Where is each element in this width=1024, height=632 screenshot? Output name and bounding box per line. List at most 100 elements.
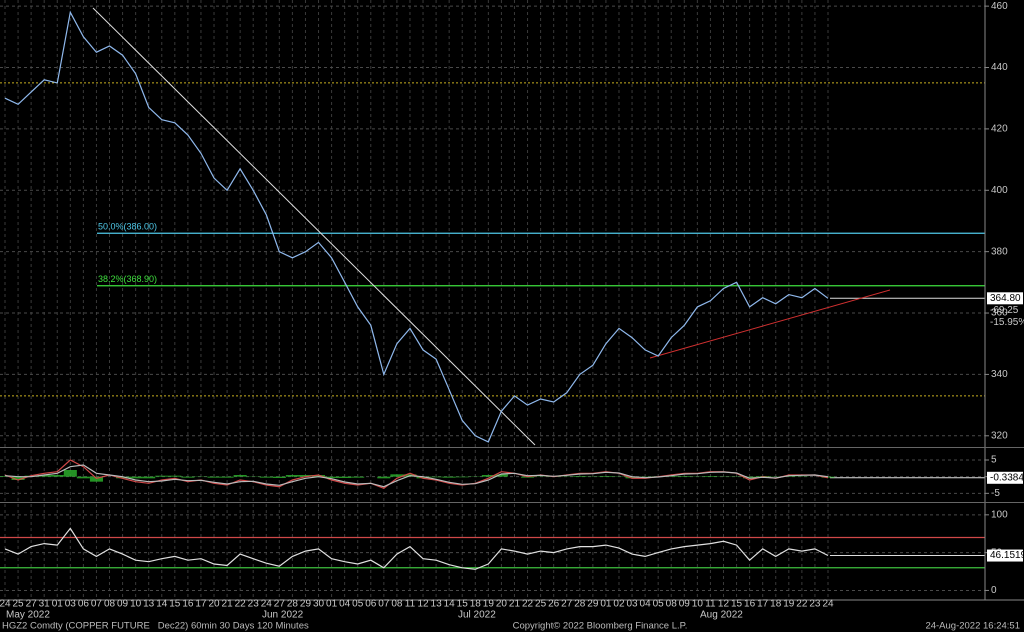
x-tick-label: 30: [313, 599, 325, 610]
x-tick-label: 21: [222, 599, 234, 610]
histogram-bar: [272, 476, 286, 478]
x-tick-label: 25: [535, 599, 547, 610]
x-tick-label: 09: [117, 599, 129, 610]
histogram-bar: [703, 476, 717, 477]
histogram-bar: [285, 475, 299, 477]
x-tick-label: 26: [548, 599, 560, 610]
histogram-bar: [442, 476, 456, 478]
x-tick-label: 24: [0, 599, 11, 610]
histogram-bar: [325, 476, 339, 478]
x-tick-label: 15: [457, 599, 469, 610]
histogram-bar: [455, 476, 469, 478]
x-tick-label: 19: [783, 599, 795, 610]
histogram-bar: [573, 476, 587, 477]
x-tick-label: 23: [809, 599, 821, 610]
y-tick-label: 360: [991, 308, 1008, 319]
x-tick-label: 07: [378, 599, 390, 610]
y-tick-label: 100: [991, 509, 1008, 520]
histogram-bar: [599, 476, 613, 477]
histogram-bar: [338, 476, 352, 478]
series-line: [4, 10, 829, 443]
histogram-bar: [743, 476, 757, 479]
x-tick-label: 13: [143, 599, 155, 610]
y-tick-label: 320: [991, 430, 1008, 441]
x-tick-label: 24: [822, 599, 834, 610]
histogram-bar: [677, 476, 691, 477]
annotation: -69.25: [990, 305, 1019, 316]
y-tick-label: -5: [991, 488, 1000, 499]
last-label: -0.3384: [990, 472, 1024, 483]
histogram-bar: [782, 476, 796, 477]
x-tick-label: 06: [78, 599, 90, 610]
y-tick-label: 400: [991, 185, 1008, 196]
x-tick-label: 18: [770, 599, 782, 610]
last-box: [987, 292, 1023, 305]
footer-left: HGZ2 Comdty (COPPER FUTURE Dec22) 60min …: [2, 621, 309, 632]
histogram-bar: [351, 476, 365, 478]
x-tick-label: 14: [156, 599, 168, 610]
histogram-bar: [233, 475, 247, 477]
footer-center: Copyright© 2022 Bloomberg Finance L.P.: [513, 621, 688, 632]
last-label: 46.1519: [990, 550, 1024, 561]
histogram-bar: [89, 476, 103, 482]
x-tick-label: 17: [757, 599, 769, 610]
x-tick-label: 29: [300, 599, 312, 610]
x-tick-label: 09: [679, 599, 691, 610]
y-tick-label: 380: [991, 246, 1008, 257]
histogram-bar: [259, 476, 273, 478]
histogram-bar: [116, 476, 130, 479]
x-tick-label: 07: [91, 599, 103, 610]
x-tick-label: 06: [365, 599, 377, 610]
histogram-bar: [390, 474, 404, 477]
grid-layer: [0, 0, 985, 598]
histogram-bar: [63, 470, 77, 477]
x-tick-label: 01: [600, 599, 612, 610]
month-label: Aug 2022: [700, 610, 743, 621]
x-tick-label: 29: [587, 599, 599, 610]
y-tick-label: 340: [991, 369, 1008, 380]
x-tick-label: 03: [626, 599, 638, 610]
last-box: [987, 549, 1023, 562]
x-tick-label: 04: [339, 599, 351, 610]
x-tick-label: 21: [509, 599, 521, 610]
x-tick-label: 20: [496, 599, 508, 610]
x-tick-label: 05: [352, 599, 364, 610]
x-tick-label: 01: [326, 599, 338, 610]
x-tick-label: 25: [13, 599, 25, 610]
histogram-bar: [298, 475, 312, 477]
downtrend-line: [92, 7, 536, 446]
last-label: 364.80: [990, 293, 1021, 304]
x-tick-label: 15: [731, 599, 743, 610]
x-tick-label: 01: [52, 599, 64, 610]
histogram-bar: [494, 474, 508, 477]
x-tick-label: 08: [104, 599, 116, 610]
histogram-bar: [76, 476, 90, 479]
histogram-bar: [220, 476, 234, 478]
x-tick-label: 12: [718, 599, 730, 610]
x-tick-label: 13: [431, 599, 443, 610]
series-line: [4, 527, 829, 570]
x-tick-label: 17: [195, 599, 207, 610]
month-label: Jul 2022: [458, 610, 496, 621]
x-tick-label: 19: [483, 599, 495, 610]
x-tick-label: 28: [574, 599, 586, 610]
x-tick-label: 22: [796, 599, 808, 610]
x-tick-label: 24: [261, 599, 273, 610]
x-tick-label: 11: [405, 599, 416, 610]
annotation: -15.95%: [990, 317, 1024, 328]
x-tick-label: 27: [26, 599, 38, 610]
histogram-bar: [311, 475, 326, 477]
x-tick-label: 03: [65, 599, 77, 610]
x-tick-label: 16: [744, 599, 756, 610]
histogram-bar: [37, 475, 51, 477]
x-tick-label: 04: [640, 599, 652, 610]
y-tick-label: 420: [991, 124, 1008, 135]
histogram-bar: [207, 476, 221, 478]
x-tick-label: 08: [666, 599, 678, 610]
series-line: [4, 464, 829, 488]
y-tick-label: 460: [991, 1, 1008, 12]
x-tick-label: 12: [417, 599, 429, 610]
level-label: 50.0%(386.00): [98, 222, 157, 232]
